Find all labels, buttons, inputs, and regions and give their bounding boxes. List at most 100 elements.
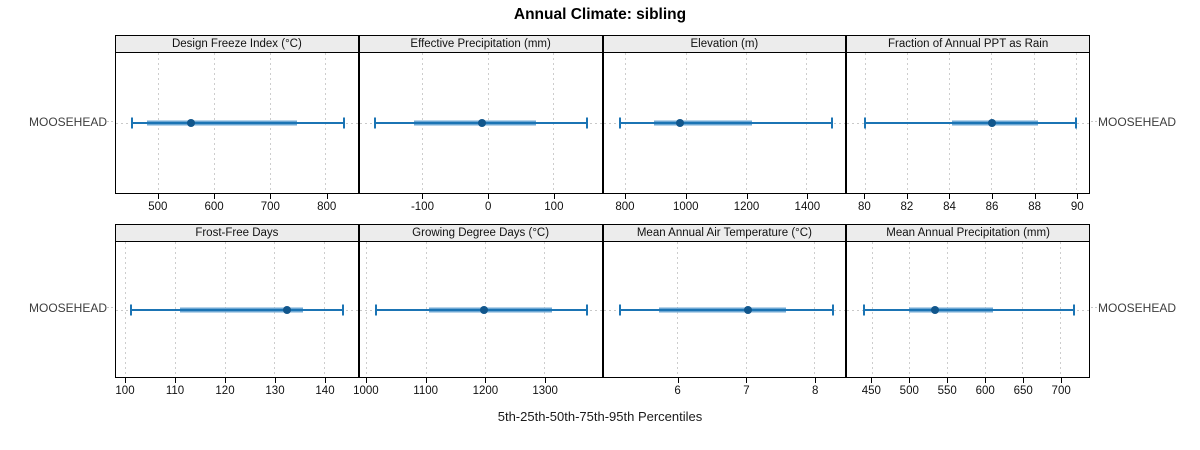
axis-tick-label: 800 xyxy=(615,201,635,213)
panel-body xyxy=(359,242,602,377)
axis-tick xyxy=(685,194,687,199)
axis-tick xyxy=(425,378,427,383)
whisker-cap-high xyxy=(586,304,589,315)
panel-body xyxy=(359,53,602,193)
panel-body xyxy=(603,242,846,377)
axis-tick xyxy=(553,194,555,199)
axis-tick xyxy=(545,378,547,383)
axis-tick xyxy=(225,378,226,383)
axis-tick-label: 7 xyxy=(743,385,750,397)
axis-caption: 5th-25th-50th-75th-95th Percentiles xyxy=(497,409,703,424)
axis-tick xyxy=(422,194,424,199)
whisker-line xyxy=(619,122,832,124)
axis-tick xyxy=(488,194,490,199)
whisker-line xyxy=(865,122,1077,124)
axis-tick xyxy=(325,378,326,383)
panel-body xyxy=(116,242,358,377)
axis-tick-label: 120 xyxy=(215,385,235,397)
whisker-cap-low xyxy=(864,117,867,129)
axis-tick xyxy=(985,378,987,383)
axis-tick-label: 100 xyxy=(544,201,564,213)
whisker-cap-low xyxy=(374,304,377,315)
panel-mean-annual-air-temperature: Mean Annual Air Temperature (°C) xyxy=(602,224,847,378)
axis-tick xyxy=(125,378,126,383)
panel-body xyxy=(603,53,846,193)
panel-strip: Frost-Free Days xyxy=(116,225,358,242)
axis-tick xyxy=(214,194,216,199)
panel-fraction-annual-ppt-rain: Fraction of Annual PPT as Rain xyxy=(846,35,1090,194)
row-label-left-bottom: MOOSEHEAD xyxy=(28,301,107,315)
whisker-cap-low xyxy=(862,304,865,315)
axis-tick-label: 6 xyxy=(674,385,681,397)
panel-strip: Mean Annual Precipitation (mm) xyxy=(847,225,1089,242)
axis-tick-label: 650 xyxy=(1013,385,1033,397)
median-dot xyxy=(930,305,939,314)
whisker-line xyxy=(863,308,1074,311)
axis-tick-label: 1400 xyxy=(794,201,821,213)
axis-tick-label: 600 xyxy=(204,201,224,213)
whisker-cap-low xyxy=(373,117,376,129)
axis-tick xyxy=(326,194,328,199)
axis-tick xyxy=(815,378,817,383)
reference-line-stub xyxy=(107,307,115,308)
whisker-cap-high xyxy=(342,117,345,129)
axis-tick xyxy=(906,194,908,199)
median-dot xyxy=(283,305,292,314)
panel-strip-label: Mean Annual Precipitation (mm) xyxy=(886,227,1050,239)
panel-body xyxy=(847,53,1089,193)
reference-line-stub xyxy=(107,121,115,122)
axis-tick-label: 500 xyxy=(148,201,168,213)
axis-tick-label: -100 xyxy=(410,201,434,213)
panel-body xyxy=(116,53,358,193)
median-dot xyxy=(186,119,195,127)
panel-design-freeze-index: Design Freeze Index (°C) xyxy=(115,35,359,194)
axis-tick-label: 84 xyxy=(943,201,956,213)
panel-growing-degree-days: Growing Degree Days (°C) xyxy=(358,224,603,378)
axis-tick xyxy=(807,194,809,199)
row-label-right-bottom: MOOSEHEAD xyxy=(1098,301,1177,315)
axis-tick-label: 100 xyxy=(115,385,135,397)
reference-line-stub xyxy=(1091,307,1099,308)
whisker-line xyxy=(132,122,344,124)
axis-tick xyxy=(485,378,487,383)
axis-tick xyxy=(909,378,911,383)
panel-strip: Elevation (m) xyxy=(603,36,846,53)
axis-tick-label: 1000 xyxy=(353,385,379,397)
axis-tick-label: 82 xyxy=(900,201,914,213)
median-dot xyxy=(480,305,489,314)
axis-tick-label: 110 xyxy=(165,385,185,397)
axis-tick xyxy=(947,378,949,383)
axis-tick-label: 86 xyxy=(985,201,999,213)
axis-tick-label: 1200 xyxy=(733,201,760,213)
median-dot xyxy=(744,305,753,314)
axis-tick-label: 80 xyxy=(857,201,871,213)
axis-tick xyxy=(864,194,866,199)
axis-tick xyxy=(1023,378,1025,383)
panel-mean-annual-precipitation: Mean Annual Precipitation (mm) xyxy=(846,224,1090,378)
panel-strip: Design Freeze Index (°C) xyxy=(116,36,358,53)
axis-tick-label: 1000 xyxy=(672,201,699,213)
whisker-cap-high xyxy=(1075,117,1078,129)
axis-tick xyxy=(992,194,994,199)
axis-tick xyxy=(746,378,748,383)
axis-tick-label: 88 xyxy=(1028,201,1042,213)
axis-tick xyxy=(871,378,873,383)
axis-tick-label: 0 xyxy=(484,201,492,213)
axis-tick-label: 8 xyxy=(812,385,819,397)
axis-tick xyxy=(365,378,367,383)
axis-tick-label: 550 xyxy=(937,385,957,397)
axis-tick-label: 140 xyxy=(315,385,335,397)
panel-strip: Fraction of Annual PPT as Rain xyxy=(847,36,1089,53)
panel-strip-label: Effective Precipitation (mm) xyxy=(410,38,551,50)
reference-line-stub xyxy=(1091,121,1099,122)
panel-strip: Mean Annual Air Temperature (°C) xyxy=(603,225,846,242)
whisker-cap-high xyxy=(1072,304,1075,315)
axis-tick xyxy=(624,194,626,199)
axis-tick xyxy=(270,194,272,199)
whisker-cap-high xyxy=(341,304,344,315)
panel-elevation: Elevation (m) xyxy=(602,35,847,194)
chart-title: Annual Climate: sibling xyxy=(513,6,687,23)
axis-tick xyxy=(275,378,276,383)
whisker-cap-low xyxy=(618,117,621,129)
panel-strip-label: Design Freeze Index (°C) xyxy=(171,38,302,50)
